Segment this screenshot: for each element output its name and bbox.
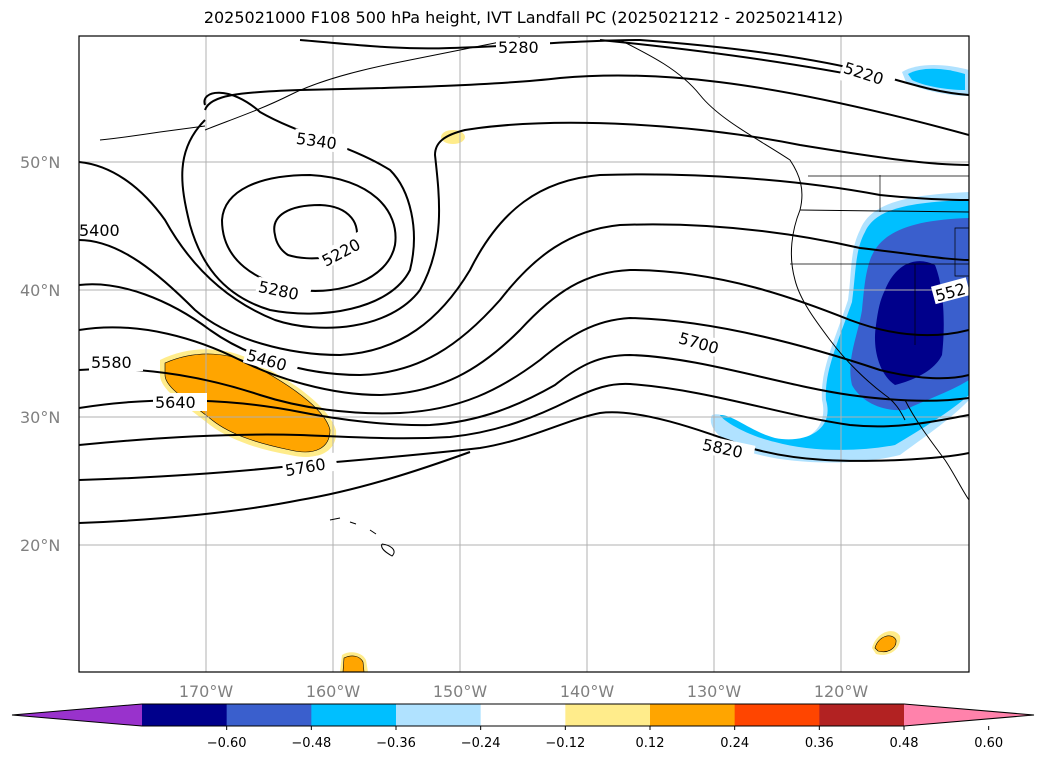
ivt-negative-westcoast-core [874, 261, 944, 385]
longitude-labels: 170°W 160°W 150°W 140°W 130°W 120°W [179, 682, 869, 701]
lat-label: 50°N [20, 153, 60, 172]
plot-frame [78, 35, 970, 673]
contour-label: 5640 [155, 393, 196, 412]
lon-label: 150°W [433, 682, 488, 701]
colorbar-swatch [650, 704, 736, 726]
contour-5880 [79, 451, 471, 524]
colorbar-extend-low [12, 704, 142, 726]
colorbar-tick-label: 0.48 [890, 736, 919, 751]
contour-label: 5400 [79, 221, 120, 240]
colorbar-swatch [734, 704, 820, 726]
colorbar-tick-label: −0.48 [291, 736, 331, 751]
lon-label: 130°W [687, 682, 742, 701]
canada-us-border [799, 209, 969, 213]
colorbar-tick-label: −0.12 [545, 736, 585, 751]
colorbar-tick-label: 0.60 [974, 736, 1003, 751]
coastlines [99, 37, 969, 557]
colorbar-tick-label: −0.60 [207, 736, 247, 751]
baja-coast [904, 399, 969, 501]
contour-5640 [79, 316, 969, 415]
aleutian-islands [99, 125, 206, 141]
hawaii [329, 517, 395, 557]
contour-5520 [79, 223, 969, 377]
lon-label: 120°W [814, 682, 869, 701]
colorbar: −0.60 −0.48 −0.36 −0.24 −0.12 0.12 0.24 0.36 0.4… [11, 703, 1035, 751]
colorbar-tick-label: 0.12 [636, 736, 665, 751]
colorbar-tick-label: −0.36 [376, 736, 416, 751]
colorbar-swatch [565, 704, 651, 726]
contour-label: 5580 [91, 353, 132, 372]
colorbar-swatch [396, 704, 482, 726]
colorbar-swatch [480, 704, 566, 726]
contour-labels: 5280 5220 5340 5400 5220 5280 5460 5580 … [79, 38, 969, 480]
colorbar-tick-label: 0.36 [805, 736, 834, 751]
lon-label: 160°W [306, 682, 361, 701]
colorbar-tick-label: 0.24 [720, 736, 749, 751]
lat-label: 20°N [20, 536, 60, 555]
se-alaska-bc-coast [619, 39, 803, 211]
ivt-shading [160, 65, 969, 672]
contour-5280-north [204, 74, 969, 136]
contour-5760 [79, 382, 969, 446]
colorbar-swatch [226, 704, 312, 726]
latitude-labels: 50°N 40°N 30°N 20°N [20, 153, 60, 555]
contour-label: 5280 [498, 38, 539, 57]
state-borders [790, 175, 969, 345]
colorbar-swatch [142, 704, 228, 726]
lat-label: 40°N [20, 281, 60, 300]
graticule [79, 36, 969, 672]
contour-5340 [181, 91, 415, 315]
contour-5580 [79, 268, 969, 397]
contour-5460 [79, 173, 969, 357]
colorbar-swatch [819, 704, 905, 726]
contour-5700 [79, 353, 969, 427]
alaska-coast [204, 37, 521, 131]
contour-5400 [79, 121, 969, 329]
colorbar-tick-label: −0.24 [461, 736, 501, 751]
colorbar-extend-high [904, 704, 1034, 726]
ivt-small-positive [441, 130, 465, 144]
lon-label: 170°W [179, 682, 234, 701]
lat-label: 30°N [20, 408, 60, 427]
map-title: 2025021000 F108 500 hPa height, IVT Land… [203, 8, 844, 27]
colorbar-swatch [311, 704, 397, 726]
lon-label: 140°W [560, 682, 615, 701]
colorbar-outline [11, 703, 1035, 727]
